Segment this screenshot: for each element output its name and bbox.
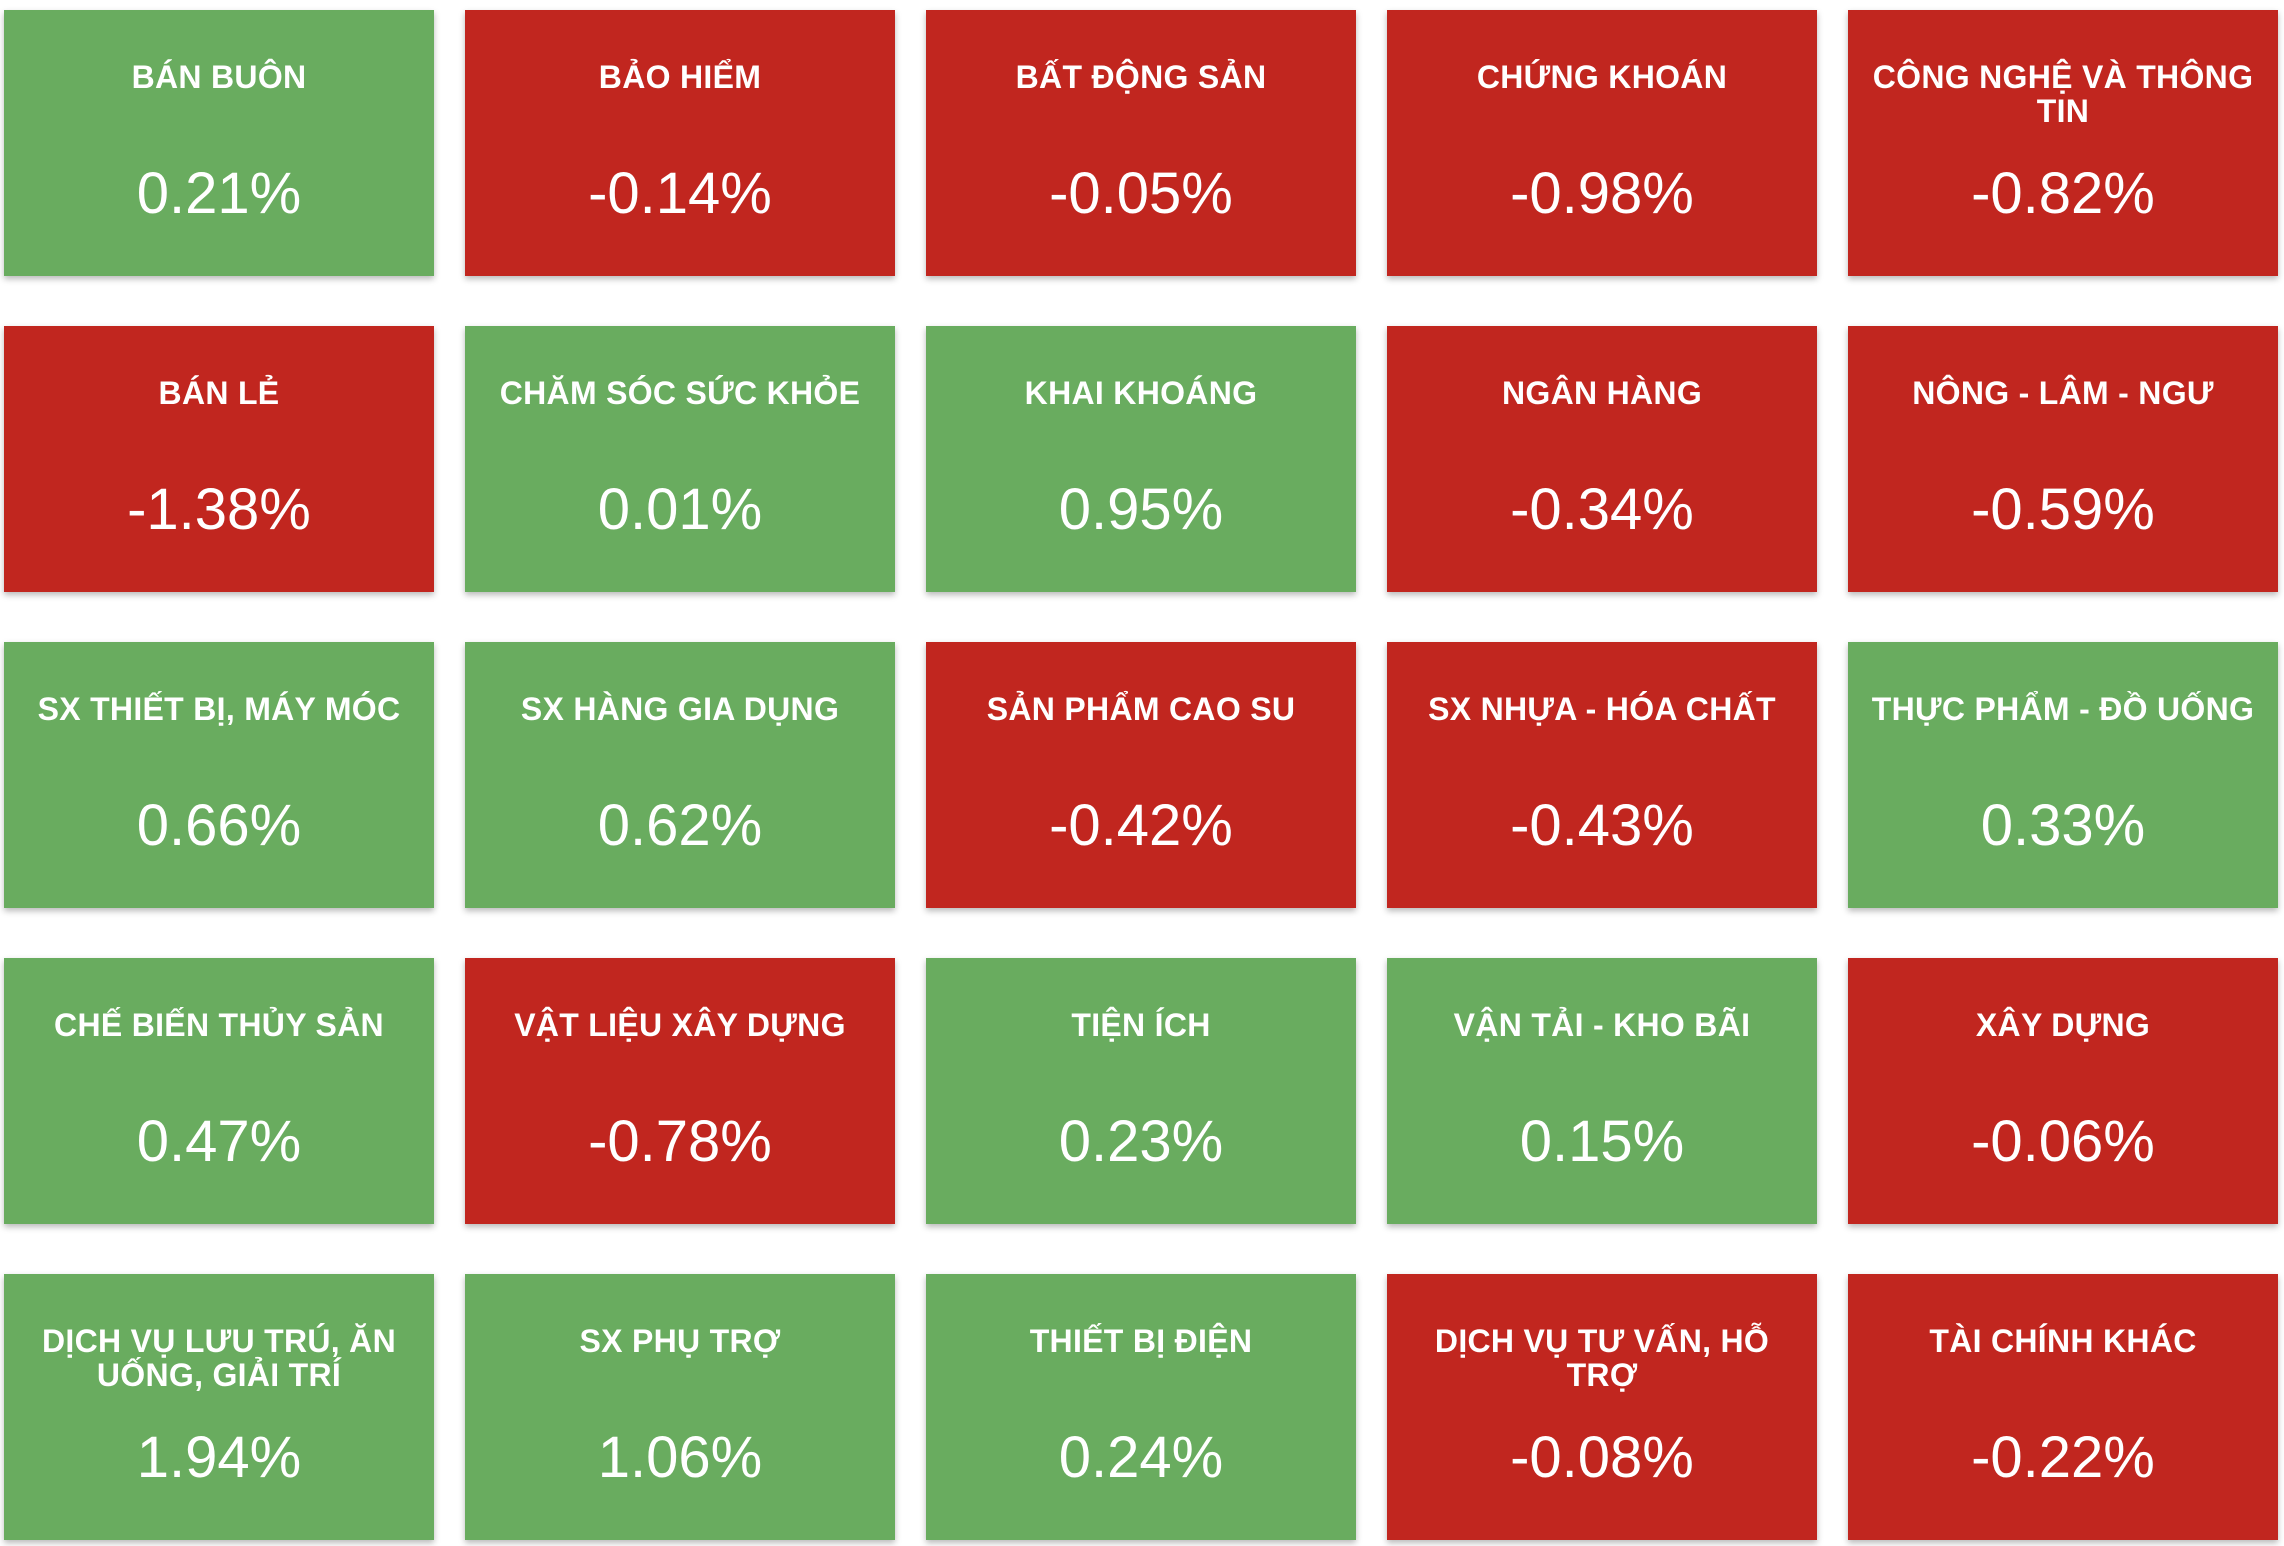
sector-name: TÀI CHÍNH KHÁC: [1929, 1323, 2197, 1359]
sector-name: NÔNG - LÂM - NGƯ: [1912, 375, 2214, 411]
sector-tile[interactable]: NÔNG - LÂM - NGƯ -0.59%: [1848, 326, 2278, 592]
sector-change: -0.34%: [1510, 477, 1694, 542]
sector-name: SX PHỤ TRỢ: [579, 1323, 781, 1359]
sector-change: -1.38%: [127, 477, 311, 542]
sector-tile[interactable]: XÂY DỰNG -0.06%: [1848, 958, 2278, 1224]
sector-change: 0.23%: [1058, 1109, 1224, 1174]
sector-change: -0.59%: [1971, 477, 2155, 542]
sector-tile[interactable]: BẢO HIỂM -0.14%: [465, 10, 895, 276]
sector-change: 0.95%: [1058, 477, 1224, 542]
sector-tile[interactable]: SẢN PHẨM CAO SU -0.42%: [926, 642, 1356, 908]
sector-tile[interactable]: DỊCH VỤ TƯ VẤN, HỖ TRỢ -0.08%: [1387, 1274, 1817, 1540]
sector-tile[interactable]: CÔNG NGHỆ VÀ THÔNG TIN -0.82%: [1848, 10, 2278, 276]
sector-change: 1.94%: [136, 1425, 302, 1490]
sector-tile[interactable]: DỊCH VỤ LƯU TRÚ, ĂN UỐNG, GIẢI TRÍ 1.94%: [4, 1274, 434, 1540]
sector-name: CHẾ BIẾN THỦY SẢN: [54, 1007, 384, 1043]
sector-name: BẤT ĐỘNG SẢN: [1015, 59, 1267, 95]
sector-change: 0.33%: [1980, 793, 2146, 858]
sector-change: 0.47%: [136, 1109, 302, 1174]
sector-change: 0.62%: [597, 793, 763, 858]
sector-name: KHAI KHOÁNG: [1024, 375, 1258, 411]
sector-change: 0.15%: [1519, 1109, 1685, 1174]
sector-name: XÂY DỰNG: [1975, 1007, 2151, 1043]
sector-tile[interactable]: TIỆN ÍCH 0.23%: [926, 958, 1356, 1224]
sector-name: VẬT LIỆU XÂY DỰNG: [514, 1007, 846, 1043]
sector-name: SẢN PHẨM CAO SU: [986, 691, 1296, 727]
sector-name: TIỆN ÍCH: [1071, 1007, 1211, 1043]
sector-change: -0.22%: [1971, 1425, 2155, 1490]
sector-name: BÁN LẺ: [158, 375, 280, 411]
sector-change: -0.05%: [1049, 161, 1233, 226]
sector-tile[interactable]: SX THIẾT BỊ, MÁY MÓC 0.66%: [4, 642, 434, 908]
sector-name: SX NHỰA - HÓA CHẤT: [1428, 691, 1776, 727]
sector-change: -0.78%: [588, 1109, 772, 1174]
sector-tile[interactable]: BÁN LẺ -1.38%: [4, 326, 434, 592]
sector-change: 1.06%: [597, 1425, 763, 1490]
sector-name: SX THIẾT BỊ, MÁY MÓC: [37, 691, 401, 727]
sector-tile[interactable]: SX NHỰA - HÓA CHẤT -0.43%: [1387, 642, 1817, 908]
sector-change: 0.66%: [136, 793, 302, 858]
sector-name: THIẾT BỊ ĐIỆN: [1029, 1323, 1253, 1359]
sector-tile[interactable]: TÀI CHÍNH KHÁC -0.22%: [1848, 1274, 2278, 1540]
sector-name: DỊCH VỤ TƯ VẤN, HỖ TRỢ: [1434, 1323, 1770, 1393]
sector-change: -0.42%: [1049, 793, 1233, 858]
sector-name: CHĂM SÓC SỨC KHỎE: [499, 375, 861, 411]
sector-name: CÔNG NGHỆ VÀ THÔNG TIN: [1872, 59, 2254, 129]
sector-tile[interactable]: VẬT LIỆU XÂY DỰNG -0.78%: [465, 958, 895, 1224]
sector-name: THỰC PHẨM - ĐỒ UỐNG: [1871, 691, 2255, 727]
sector-tile[interactable]: CHỨNG KHOÁN -0.98%: [1387, 10, 1817, 276]
sector-heatmap-grid: BÁN BUÔN 0.21% BẢO HIỂM -0.14% BẤT ĐỘNG …: [4, 10, 2280, 1540]
sector-tile[interactable]: BÁN BUÔN 0.21%: [4, 10, 434, 276]
sector-tile[interactable]: KHAI KHOÁNG 0.95%: [926, 326, 1356, 592]
sector-name: BẢO HIỂM: [598, 59, 762, 95]
sector-tile[interactable]: THIẾT BỊ ĐIỆN 0.24%: [926, 1274, 1356, 1540]
sector-change: 0.21%: [136, 161, 302, 226]
sector-change: 0.24%: [1058, 1425, 1224, 1490]
sector-change: -0.08%: [1510, 1425, 1694, 1490]
sector-change: -0.43%: [1510, 793, 1694, 858]
sector-tile[interactable]: CHĂM SÓC SỨC KHỎE 0.01%: [465, 326, 895, 592]
sector-name: BÁN BUÔN: [131, 59, 307, 95]
sector-name: CHỨNG KHOÁN: [1476, 59, 1728, 95]
sector-change: 0.01%: [597, 477, 763, 542]
sector-tile[interactable]: SX HÀNG GIA DỤNG 0.62%: [465, 642, 895, 908]
sector-tile[interactable]: BẤT ĐỘNG SẢN -0.05%: [926, 10, 1356, 276]
sector-change: -0.06%: [1971, 1109, 2155, 1174]
sector-name: SX HÀNG GIA DỤNG: [520, 691, 840, 727]
sector-change: -0.98%: [1510, 161, 1694, 226]
sector-name: DỊCH VỤ LƯU TRÚ, ĂN UỐNG, GIẢI TRÍ: [41, 1323, 396, 1393]
sector-name: VẬN TẢI - KHO BÃI: [1453, 1007, 1751, 1043]
sector-name: NGÂN HÀNG: [1501, 375, 1703, 411]
sector-change: -0.14%: [588, 161, 772, 226]
sector-tile[interactable]: NGÂN HÀNG -0.34%: [1387, 326, 1817, 592]
sector-tile[interactable]: THỰC PHẨM - ĐỒ UỐNG 0.33%: [1848, 642, 2278, 908]
sector-tile[interactable]: CHẾ BIẾN THỦY SẢN 0.47%: [4, 958, 434, 1224]
sector-change: -0.82%: [1971, 161, 2155, 226]
sector-tile[interactable]: SX PHỤ TRỢ 1.06%: [465, 1274, 895, 1540]
sector-tile[interactable]: VẬN TẢI - KHO BÃI 0.15%: [1387, 958, 1817, 1224]
